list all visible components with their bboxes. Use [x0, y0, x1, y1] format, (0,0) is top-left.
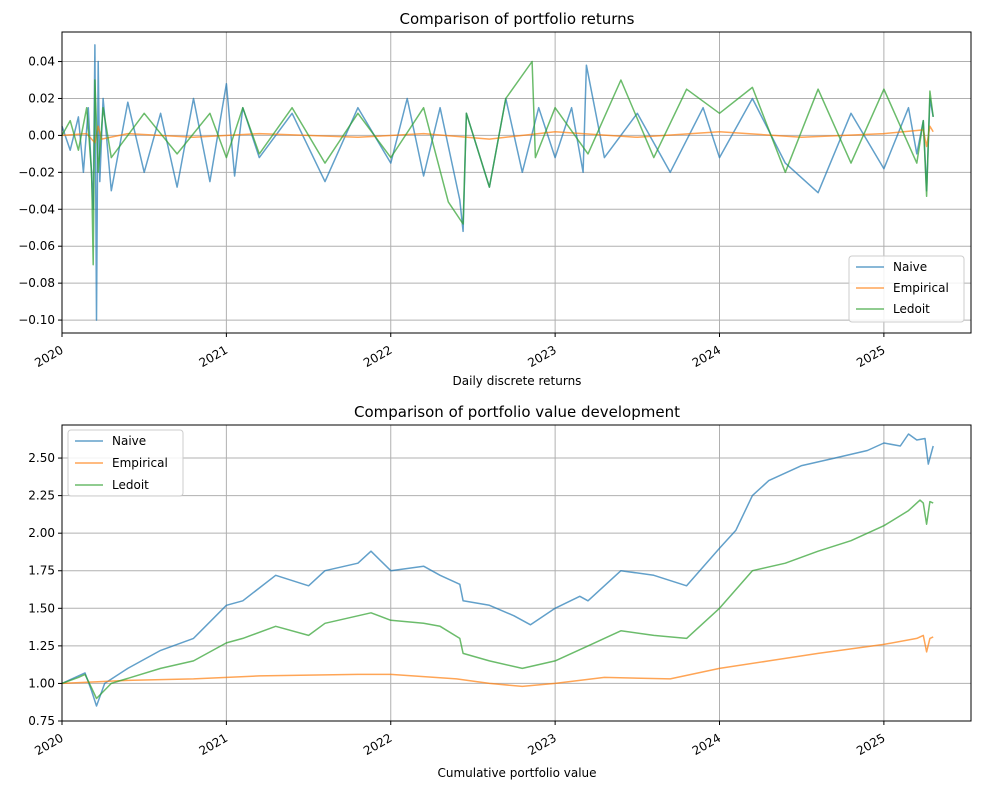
legend-label-empirical: Empirical	[112, 456, 168, 470]
y-tick-label: 0.00	[28, 128, 55, 142]
legend-box	[848, 255, 965, 323]
legend: Naive Empirical Ledoit	[848, 255, 965, 323]
chart-title: Comparison of portfolio returns	[400, 10, 635, 28]
x-axis-label: Cumulative portfolio value	[437, 766, 596, 780]
series-line-ledoit	[61, 60, 934, 266]
x-axis-label: Daily discrete returns	[453, 374, 582, 388]
y-tick-label: −0.10	[18, 313, 55, 327]
legend-label-naive: Naive	[112, 434, 146, 448]
y-tick-label: 0.02	[28, 91, 55, 105]
series-line-empirical	[61, 125, 934, 148]
legend: Naive Empirical Ledoit	[67, 429, 184, 497]
axes-frame	[61, 31, 972, 334]
axes-frame	[61, 424, 972, 722]
y-tick-label: 1.75	[28, 564, 55, 578]
y-tick-label: 0.75	[28, 714, 55, 728]
y-tick-label: 1.25	[28, 639, 55, 653]
legend-label-empirical: Empirical	[893, 281, 949, 295]
y-tick-label: 1.50	[28, 601, 55, 615]
y-tick-label: 2.25	[28, 489, 55, 503]
y-tick-label: 0.04	[28, 55, 55, 69]
legend-label-naive: Naive	[893, 260, 927, 274]
y-tick-label: −0.06	[18, 239, 55, 253]
series-line-ledoit	[61, 499, 934, 700]
legend-box	[67, 429, 184, 497]
y-tick-label: −0.02	[18, 165, 55, 179]
legend-label-ledoit: Ledoit	[893, 302, 930, 316]
chart-title: Comparison of portfolio value developmen…	[354, 403, 680, 421]
y-tick-label: 1.00	[28, 676, 55, 690]
returns-chart: Comparison of portfolio returns Daily di…	[18, 10, 972, 388]
y-tick-label: −0.04	[18, 202, 55, 216]
series-line-empirical	[61, 634, 934, 688]
y-tick-label: 2.00	[28, 526, 55, 540]
legend-label-ledoit: Ledoit	[112, 478, 149, 492]
y-tick-label: −0.08	[18, 276, 55, 290]
y-tick-label: 2.50	[28, 451, 55, 465]
series-line-naive	[61, 433, 934, 707]
